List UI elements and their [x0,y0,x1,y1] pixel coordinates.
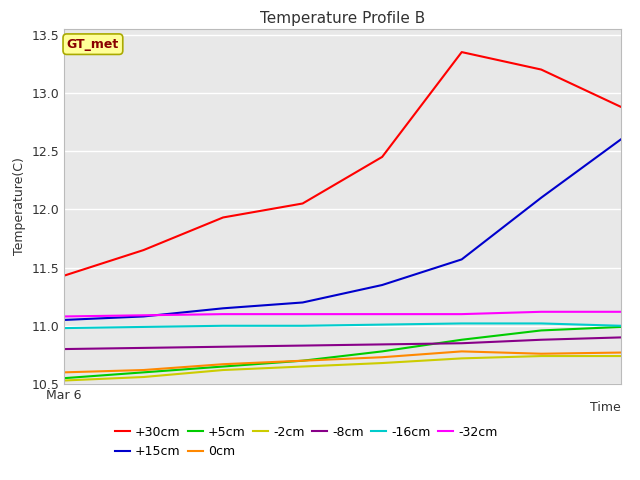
Y-axis label: Temperature(C): Temperature(C) [13,157,26,255]
Text: GT_met: GT_met [67,37,119,51]
Legend: +30cm, +15cm, +5cm, 0cm, -2cm, -8cm, -16cm, -32cm: +30cm, +15cm, +5cm, 0cm, -2cm, -8cm, -16… [115,426,497,458]
Title: Temperature Profile B: Temperature Profile B [260,11,425,26]
Text: Time: Time [590,401,621,414]
